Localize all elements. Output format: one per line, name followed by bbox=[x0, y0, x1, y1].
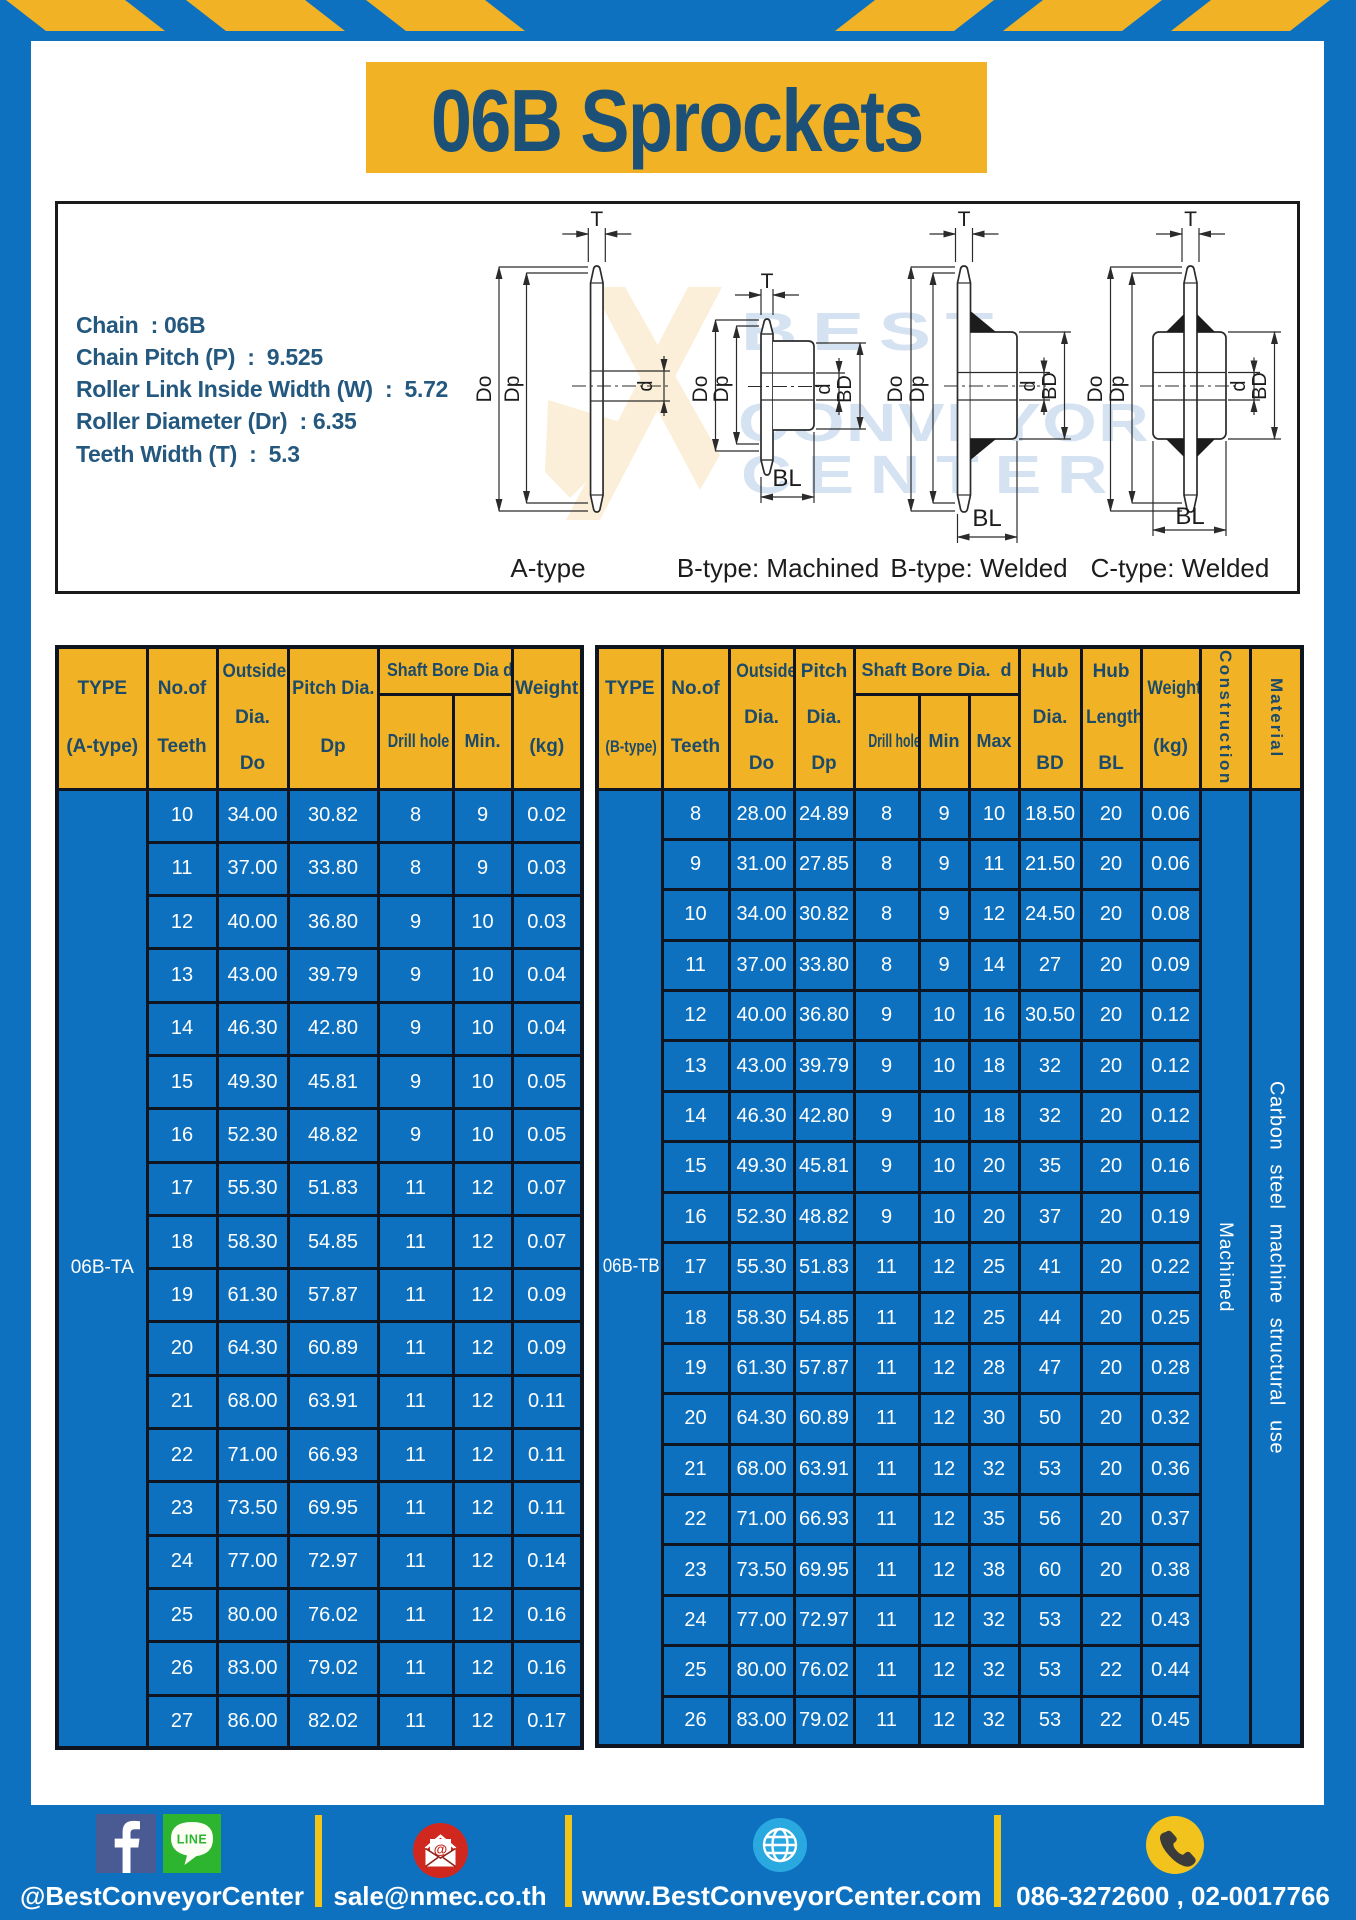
svg-text:BD: BD bbox=[1039, 372, 1061, 400]
svg-text:Dp: Dp bbox=[710, 376, 733, 403]
svg-text:BL: BL bbox=[772, 465, 801, 492]
svg-text:T: T bbox=[590, 208, 603, 231]
svg-text:d: d bbox=[635, 380, 657, 391]
svg-text:T: T bbox=[1184, 208, 1197, 231]
svg-text:Dp: Dp bbox=[1106, 376, 1129, 403]
svg-text:A-type: A-type bbox=[510, 553, 585, 583]
svg-text:Dp: Dp bbox=[906, 376, 929, 403]
svg-text:Do: Do bbox=[884, 376, 907, 403]
svg-text:BL: BL bbox=[972, 505, 1001, 532]
svg-text:d: d bbox=[1018, 380, 1040, 391]
svg-text:T: T bbox=[958, 208, 971, 231]
svg-text:LINE: LINE bbox=[177, 1833, 207, 1847]
svg-text:@: @ bbox=[434, 1841, 448, 1857]
svg-text:Do: Do bbox=[689, 376, 712, 403]
svg-text:C-type: Welded: C-type: Welded bbox=[1091, 553, 1270, 583]
svg-text:BD: BD bbox=[1249, 372, 1271, 400]
svg-text:Do: Do bbox=[1084, 376, 1107, 403]
svg-text:B-type: Welded: B-type: Welded bbox=[890, 553, 1067, 583]
svg-text:BL: BL bbox=[1175, 503, 1204, 530]
svg-text:Dp: Dp bbox=[501, 376, 524, 403]
svg-text:d: d bbox=[813, 383, 835, 394]
svg-text:Do: Do bbox=[473, 376, 496, 403]
svg-text:B-type: Machined: B-type: Machined bbox=[677, 553, 879, 583]
svg-text:T: T bbox=[761, 270, 774, 293]
svg-text:d: d bbox=[1228, 380, 1250, 391]
svg-text:BD: BD bbox=[834, 375, 856, 403]
